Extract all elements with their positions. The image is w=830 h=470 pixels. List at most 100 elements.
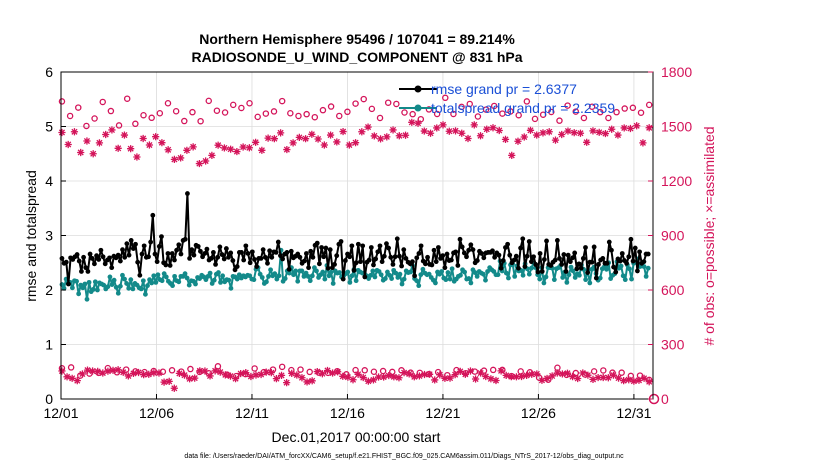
- obs-assimilated-marker: [364, 377, 372, 385]
- obs-possible-marker: [205, 97, 213, 105]
- legend-rmse-label: rmse grand pr = 2.6377: [431, 81, 577, 97]
- obs-assimilated-marker: [604, 374, 612, 382]
- rmse-point: [507, 252, 513, 258]
- rmse-point: [124, 241, 130, 247]
- obs-assimilated-marker: [95, 139, 104, 147]
- obs-assimilated-marker: [570, 129, 578, 137]
- rmse-point: [128, 238, 134, 243]
- obs-possible-marker: [564, 102, 571, 109]
- y-left-tick-label: 0: [45, 391, 53, 407]
- spread-point: [282, 276, 288, 281]
- rmse-point: [130, 246, 136, 251]
- x-tick-label: 12/16: [330, 405, 365, 421]
- obs-possible-marker: [83, 122, 90, 130]
- rmse-point: [150, 212, 156, 218]
- spread-point: [347, 279, 353, 285]
- rmse-point: [174, 247, 180, 253]
- spread-point: [276, 273, 282, 279]
- spread-point: [414, 278, 420, 284]
- rmse-point: [195, 244, 201, 249]
- obs-assimilated-marker: [451, 371, 459, 379]
- rmse-point: [604, 260, 610, 266]
- obs-assimilated-marker: [318, 370, 326, 378]
- spread-point: [109, 282, 115, 287]
- obs-assimilated-marker: [517, 372, 526, 381]
- spread-point: [266, 273, 271, 279]
- rmse-point: [377, 243, 383, 249]
- spread-point: [372, 274, 378, 280]
- obs-assimilated-marker: [574, 374, 582, 383]
- obs-possible-marker: [368, 105, 376, 113]
- rmse-point: [230, 258, 236, 263]
- obs-possible-marker: [517, 368, 524, 375]
- rmse-point: [325, 265, 331, 271]
- spread-point: [264, 279, 269, 285]
- rmse-point: [146, 254, 151, 260]
- rmse-point: [314, 240, 320, 246]
- obs-possible-marker: [327, 103, 335, 110]
- obs-possible-marker: [336, 112, 343, 120]
- obs-assimilated-marker: [553, 369, 561, 377]
- rmse-point: [347, 254, 353, 260]
- legend-spread-label: totalspread grand pr = 2.2359: [431, 100, 615, 116]
- obs-possible-marker: [262, 110, 270, 117]
- obs-assimilated-marker: [133, 153, 141, 161]
- obs-possible-marker: [645, 101, 653, 109]
- obs-assimilated-marker: [308, 130, 316, 138]
- rmse-point: [63, 259, 69, 265]
- rmse-point: [133, 241, 138, 247]
- spread-point: [234, 276, 240, 282]
- rmse-point: [358, 259, 363, 265]
- obs-possible-marker: [515, 111, 522, 119]
- spread-point: [153, 279, 159, 285]
- rmse-point: [137, 272, 143, 278]
- rmse-point: [176, 242, 182, 248]
- rmse-point: [332, 261, 337, 267]
- rmse-point: [498, 265, 504, 271]
- spread-point: [645, 265, 651, 271]
- obs-assimilated-marker: [99, 369, 107, 377]
- rmse-point: [552, 257, 558, 263]
- spread-point: [481, 271, 486, 277]
- y-left-tick-label: 3: [45, 228, 53, 244]
- obs-assimilated-marker: [308, 377, 316, 385]
- obs-assimilated-marker: [180, 371, 189, 379]
- rmse-point: [403, 255, 409, 261]
- y-right-tick-label: 1200: [661, 173, 692, 189]
- obs-possible-marker: [58, 98, 66, 105]
- y-right-tick-label: 300: [661, 337, 685, 353]
- obs-assimilated-marker: [376, 135, 385, 143]
- rmse-point: [394, 236, 400, 242]
- spread-point: [259, 275, 265, 280]
- spread-point: [543, 274, 549, 280]
- rmse-point: [234, 264, 240, 269]
- obs-assimilated-marker: [477, 369, 485, 377]
- spread-point: [418, 272, 424, 278]
- obs-possible-marker: [238, 104, 245, 112]
- obs-assimilated-marker: [451, 127, 460, 135]
- spread-point: [495, 272, 501, 278]
- rmse-point: [327, 247, 333, 253]
- rmse-point: [470, 247, 476, 253]
- obs-possible-marker: [295, 112, 302, 120]
- obs-assimilated-marker: [183, 146, 191, 154]
- rmse-point: [624, 260, 629, 266]
- spread-point: [207, 270, 213, 276]
- obs-assimilated-marker: [333, 138, 341, 146]
- spread-point: [84, 296, 90, 302]
- obs-assimilated-marker: [102, 130, 110, 139]
- obs-assimilated-marker: [433, 124, 441, 132]
- obs-assimilated-marker: [426, 129, 435, 137]
- spread-point: [564, 279, 570, 285]
- rmse-point: [626, 254, 632, 260]
- rmse-point: [589, 259, 595, 265]
- obs-possible-marker: [221, 109, 229, 116]
- obs-assimilated-marker: [497, 367, 505, 375]
- rmse-point: [628, 236, 634, 242]
- rmse-point: [269, 254, 275, 260]
- rmse-point: [511, 257, 517, 263]
- spread-point: [520, 272, 526, 278]
- rmse-point: [159, 234, 164, 239]
- rmse-point: [362, 274, 368, 280]
- obs-possible-marker: [466, 100, 474, 108]
